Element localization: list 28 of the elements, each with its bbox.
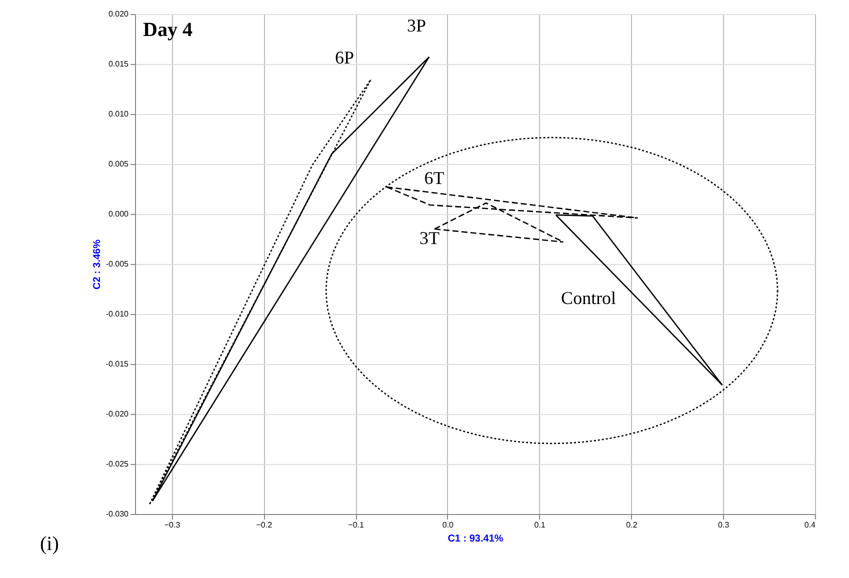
annotation: 6P <box>334 48 354 68</box>
y-tick-label: 0.005 <box>108 160 130 168</box>
x-tick-label: −0.2 <box>256 520 273 530</box>
y-axis-title: C2 : 3.46% <box>92 239 103 290</box>
x-tick-label: 0.0 <box>442 520 454 530</box>
x-tick-label: 0.2 <box>626 520 638 530</box>
annotation: 3T <box>419 228 440 248</box>
y-tick-label: 0.015 <box>108 60 130 68</box>
text: (i) <box>40 533 59 555</box>
y-tick-label: 0.010 <box>108 110 130 118</box>
x-tick-label: −0.1 <box>348 520 364 530</box>
annotation: 6T <box>424 168 444 188</box>
y-tick-label: -0.010 <box>106 310 130 318</box>
y-tick-label: -0.030 <box>106 510 130 518</box>
x-tick-label: 0.1 <box>534 520 546 530</box>
y-tick-label: -0.025 <box>106 460 130 468</box>
x-tick-label: 0.4 <box>804 520 816 530</box>
chart-title: Day 4 <box>143 19 192 41</box>
annotation: Control <box>561 288 616 308</box>
x-tick-label: 0.3 <box>718 520 730 530</box>
x-axis-title: C1 : 93.41% <box>448 534 504 544</box>
y-tick-label: -0.020 <box>106 410 130 418</box>
annotation: 3P <box>407 16 426 36</box>
x-tick-label: −0.3 <box>164 520 181 530</box>
y-tick-label: 0.020 <box>108 10 130 18</box>
y-tick-label: 0.000 <box>108 210 130 218</box>
y-tick-label: -0.015 <box>106 360 130 368</box>
y-tick-label: -0.005 <box>106 260 130 268</box>
